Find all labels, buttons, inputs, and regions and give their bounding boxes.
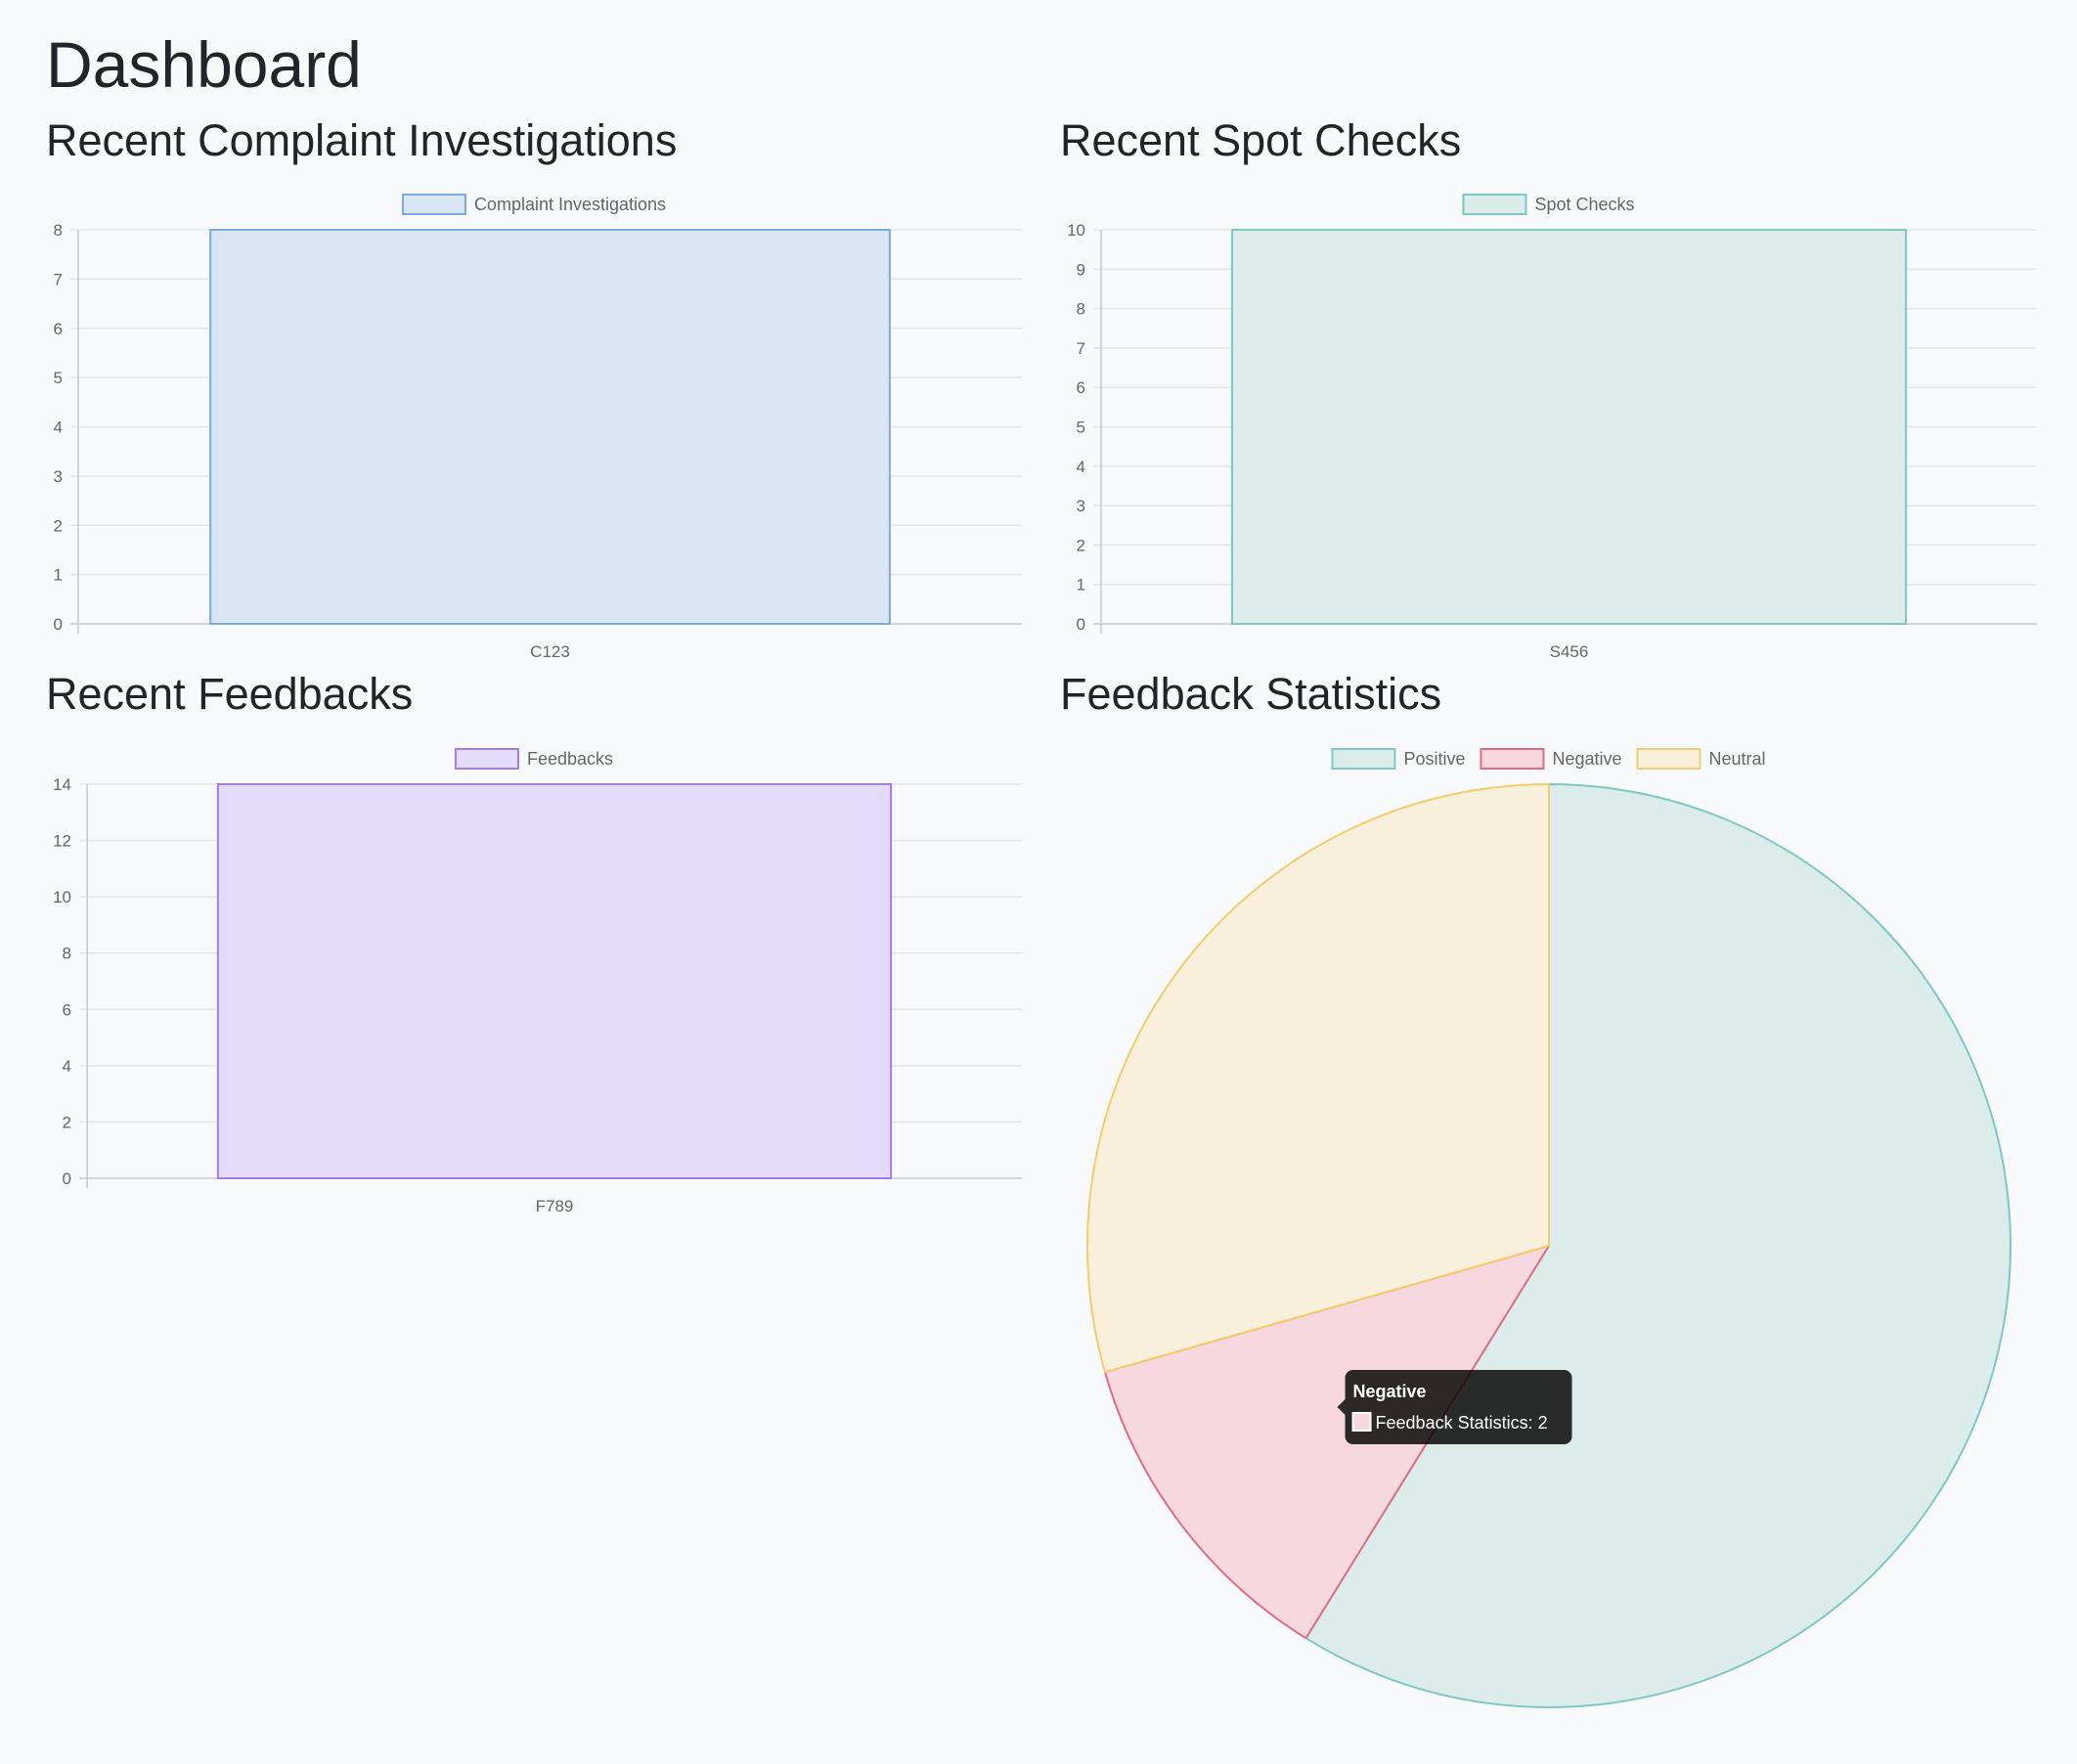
y-tick-label: 2 — [54, 516, 63, 535]
legend-label: Positive — [1403, 749, 1465, 769]
legend-swatch — [1636, 748, 1701, 770]
legend-swatch — [454, 748, 519, 770]
y-tick-label: 7 — [1077, 339, 1085, 358]
bar — [216, 783, 893, 1179]
complaints-title: Recent Complaint Investigations — [46, 115, 678, 165]
spot-checks-title: Recent Spot Checks — [1060, 115, 1462, 165]
y-tick-label: 8 — [54, 221, 63, 240]
legend-item: Feedbacks — [454, 748, 613, 770]
legend-label: Complaint Investigations — [474, 195, 666, 214]
x-tick-label: S456 — [1550, 642, 1589, 661]
bar — [1230, 229, 1908, 625]
y-tick-label: 0 — [63, 1169, 71, 1188]
y-tick-label: 6 — [1077, 378, 1085, 397]
y-tick-label: 10 — [1067, 221, 1085, 240]
feedback-stats-pie-chart[interactable]: Positive Negative Neutral Negative Feedback … — [1060, 738, 2038, 1721]
bar — [209, 229, 891, 625]
legend-label: Neutral — [1709, 749, 1766, 769]
chart-tooltip: Negative Feedback Statistics: 2 — [1337, 1369, 1572, 1444]
tooltip-body: Feedback Statistics: 2 — [1376, 1413, 1548, 1433]
spot-checks-bar-chart[interactable]: Spot Checks 0 1 2 3 4 5 6 7 8 9 10 S456 — [1060, 184, 2038, 668]
x-tick-label: F789 — [536, 1197, 574, 1215]
y-tick-label: 6 — [54, 320, 63, 338]
y-tick-label: 12 — [53, 832, 71, 851]
legend-item: Positive — [1331, 748, 1465, 770]
feedback-stats-title: Feedback Statistics — [1060, 669, 1442, 719]
y-tick-label: 14 — [53, 775, 71, 794]
y-tick-label: 4 — [63, 1057, 71, 1076]
legend-label: Spot Checks — [1534, 195, 1634, 214]
chart-legend: Feedbacks — [454, 748, 613, 770]
feedbacks-title: Recent Feedbacks — [46, 669, 414, 719]
tooltip-box — [1345, 1369, 1572, 1444]
y-tick-label: 5 — [1077, 419, 1085, 437]
y-tick-label: 3 — [1077, 497, 1085, 515]
y-tick-label: 4 — [1077, 458, 1085, 476]
legend-label: Feedbacks — [527, 749, 613, 769]
legend-swatch — [1331, 748, 1396, 770]
legend-swatch — [401, 194, 466, 215]
complaints-bar-chart[interactable]: Complaint Investigations 0 1 2 3 4 5 6 7 8 C123 — [46, 184, 1023, 668]
y-tick-label: 2 — [63, 1113, 71, 1131]
y-tick-label: 8 — [1077, 300, 1085, 319]
y-tick-label: 10 — [53, 888, 71, 906]
y-tick-label: 3 — [54, 467, 63, 486]
chart-legend: Complaint Investigations — [401, 194, 666, 215]
x-tick-label: C123 — [530, 642, 570, 661]
y-tick-label: 8 — [63, 945, 71, 963]
feedbacks-bar-chart[interactable]: Feedbacks 0 2 4 6 8 10 12 14 F789 — [46, 738, 1023, 1222]
y-tick-label: 5 — [54, 369, 63, 387]
legend-swatch — [1480, 748, 1545, 770]
pie-slice — [1304, 783, 2011, 1708]
y-tick-label: 1 — [1077, 576, 1085, 595]
y-tick-label: 6 — [63, 1000, 71, 1019]
y-tick-label: 4 — [54, 419, 63, 437]
chart-legend: Spot Checks — [1462, 194, 1635, 215]
pie-slice — [1104, 1245, 1550, 1640]
tooltip-caret — [1337, 1398, 1346, 1415]
legend-swatch — [1462, 194, 1527, 215]
chart-legend: Positive Negative Neutral — [1331, 748, 1766, 770]
page-title: Dashboard — [46, 28, 362, 101]
tooltip-swatch — [1351, 1411, 1372, 1432]
pie-slice — [1086, 783, 1550, 1374]
y-tick-label: 0 — [1077, 615, 1085, 634]
tooltip-title: Negative — [1353, 1382, 1427, 1401]
y-tick-label: 9 — [1077, 260, 1085, 279]
y-tick-label: 7 — [54, 270, 63, 288]
y-tick-label: 0 — [54, 615, 63, 634]
legend-item: Negative — [1480, 748, 1622, 770]
y-tick-label: 1 — [54, 566, 63, 585]
legend-item: Complaint Investigations — [401, 194, 666, 215]
y-tick-label: 2 — [1077, 536, 1085, 554]
legend-item: Spot Checks — [1462, 194, 1635, 215]
legend-label: Negative — [1552, 749, 1621, 769]
legend-item: Neutral — [1636, 748, 1766, 770]
